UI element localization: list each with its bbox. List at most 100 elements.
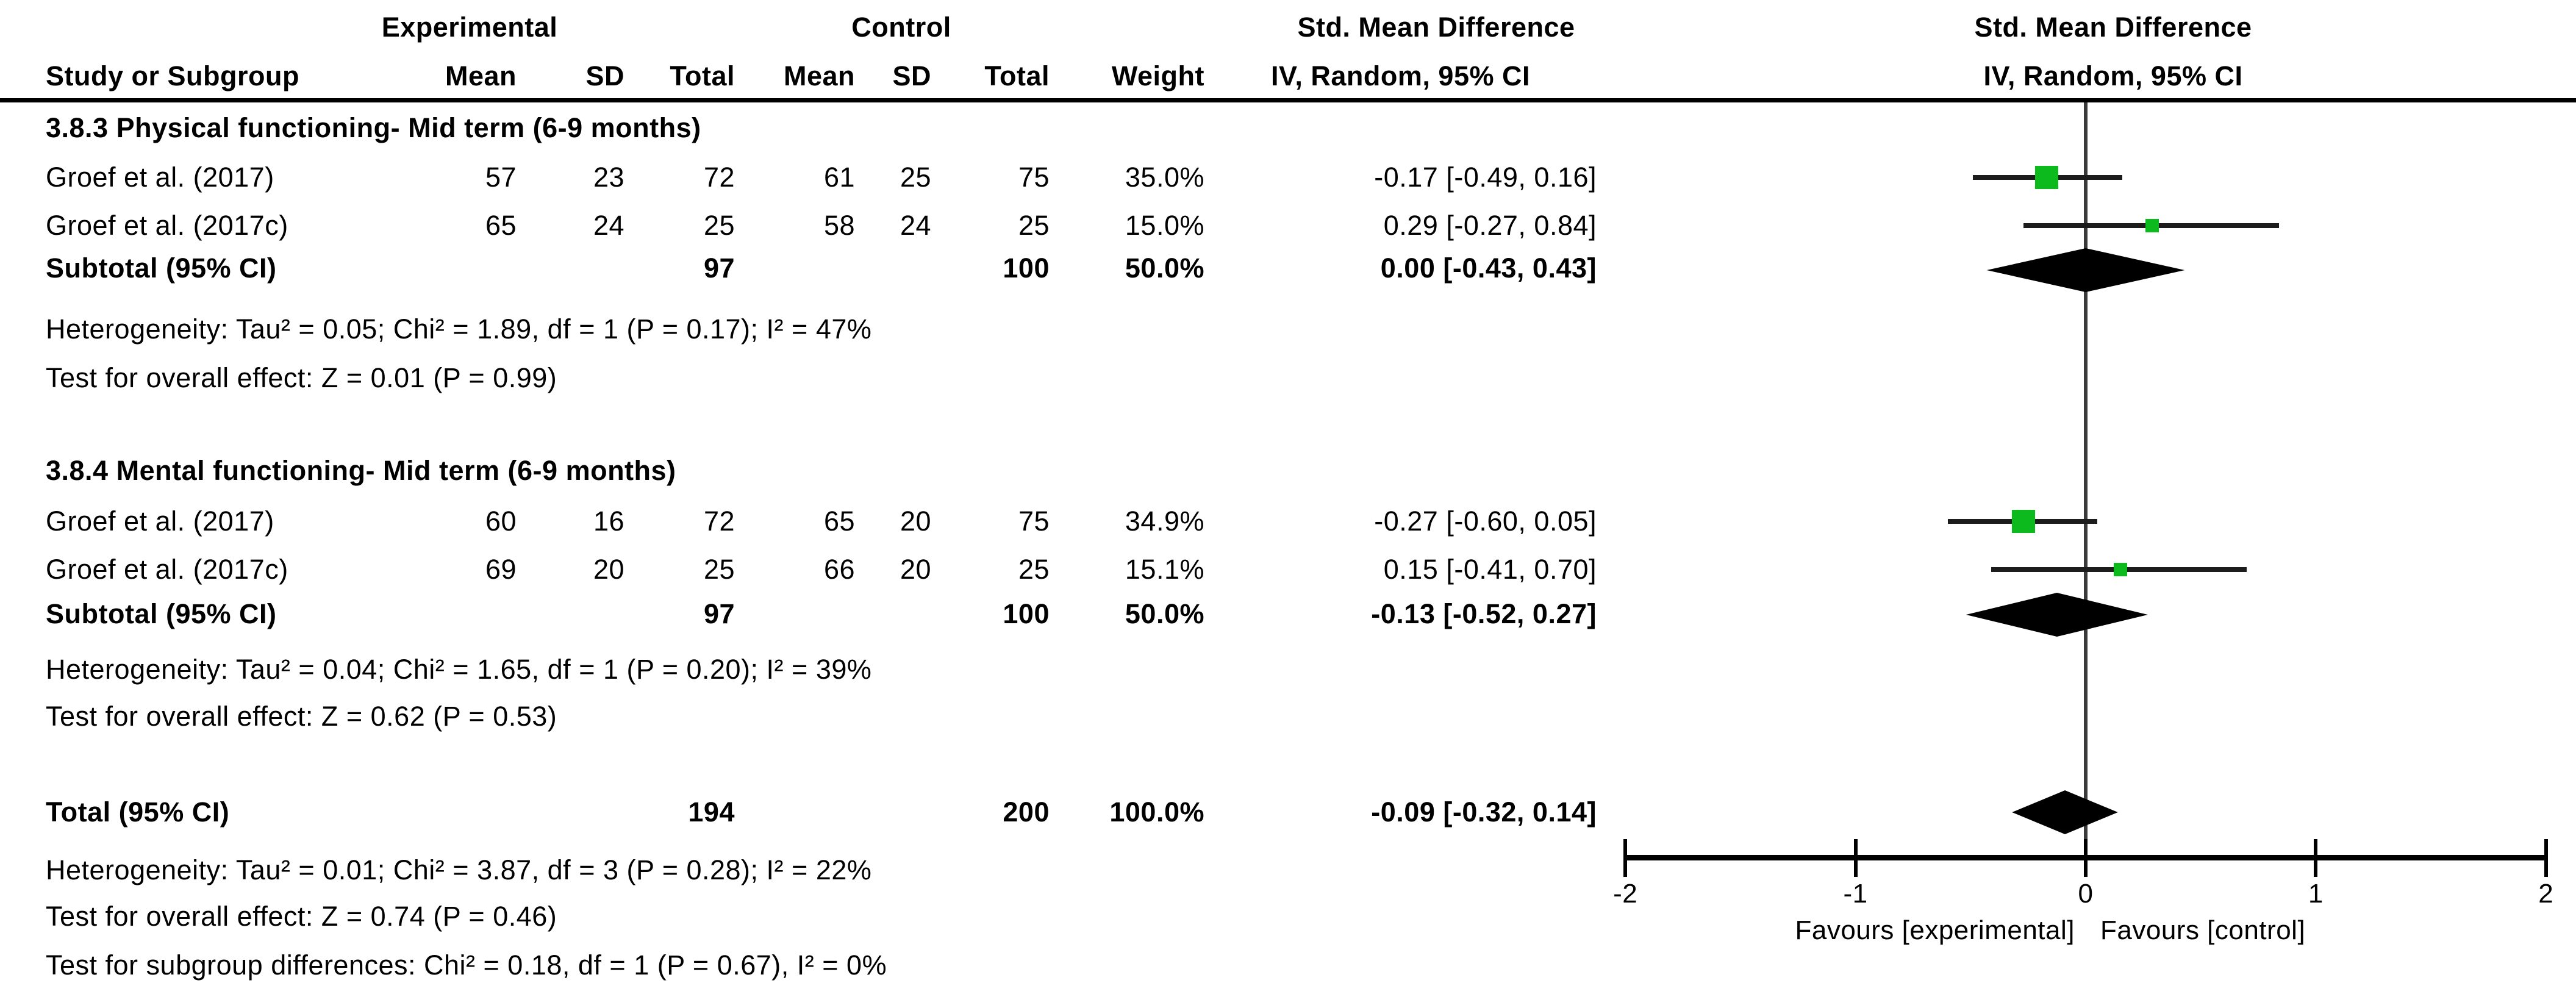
ctl-total: 75 <box>1018 162 1050 193</box>
heterogeneity-note: Heterogeneity: Tau² = 0.05; Chi² = 1.89,… <box>46 313 872 345</box>
study-name: Groef et al. (2017) <box>46 506 274 537</box>
ctl-total: 75 <box>1018 506 1050 537</box>
experimental-group-header: Experimental <box>381 12 558 43</box>
weight: 34.9% <box>1125 506 1204 537</box>
smd-ci: -0.13 [-0.52, 0.27] <box>1371 598 1597 629</box>
smd-ci: 0.29 [-0.27, 0.84] <box>1383 210 1597 241</box>
smd-ci: -0.17 [-0.49, 0.16] <box>1374 162 1597 193</box>
exp-total: 72 <box>703 162 735 193</box>
ctl-total: 100 <box>1003 252 1050 284</box>
ctl-sd: 20 <box>900 554 931 585</box>
overall-effect-note: Test for overall effect: Z = 0.74 (P = 0… <box>46 901 557 932</box>
study-name: Groef et al. (2017c) <box>46 554 288 585</box>
col-weight-header: Weight <box>1111 60 1204 91</box>
col-ctl-sd-header: SD <box>892 60 931 91</box>
ctl-sd: 25 <box>900 162 931 193</box>
subtotal-diamond <box>1966 593 2148 637</box>
exp-mean: 65 <box>485 210 517 241</box>
weight: 50.0% <box>1125 252 1204 284</box>
col-ctl-mean-header: Mean <box>783 60 855 91</box>
weight: 15.1% <box>1125 554 1204 585</box>
plot-zero-line <box>2084 102 2088 855</box>
total-diamond <box>2012 790 2118 834</box>
smd-ci: -0.27 [-0.60, 0.05] <box>1374 506 1597 537</box>
ctl-mean: 58 <box>823 210 855 241</box>
effect-square <box>2012 510 2035 533</box>
axis-tick-label: -2 <box>1613 879 1638 909</box>
weight: 100.0% <box>1109 796 1204 828</box>
axis-tick <box>1853 839 1858 877</box>
weight: 35.0% <box>1125 162 1204 193</box>
col-exp-sd-header: SD <box>585 60 624 91</box>
study-row: Groef et al. (2017c) 65 24 25 58 24 25 1… <box>46 209 1597 243</box>
axis-tick-label: 2 <box>2538 879 2554 909</box>
subtotal-label: Subtotal (95% CI) <box>46 252 277 284</box>
effect-column-header: Std. Mean Difference <box>1297 12 1575 43</box>
axis-tick <box>2544 839 2548 877</box>
exp-mean: 69 <box>485 554 517 585</box>
ctl-total: 100 <box>1003 598 1050 629</box>
study-row: Groef et al. (2017) 60 16 72 65 20 75 34… <box>46 504 1597 538</box>
smd-ci: -0.09 [-0.32, 0.14] <box>1371 796 1597 828</box>
exp-total: 97 <box>703 252 735 284</box>
axis-tick <box>1623 839 1628 877</box>
control-group-header: Control <box>851 12 951 43</box>
subtotal-diamond <box>1986 248 2185 292</box>
exp-total: 72 <box>703 506 735 537</box>
heterogeneity-note: Heterogeneity: Tau² = 0.01; Chi² = 3.87,… <box>46 854 872 885</box>
smd-ci: 0.15 [-0.41, 0.70] <box>1383 554 1597 585</box>
section-heading: 3.8.4 Mental functioning- Mid term (6-9 … <box>46 455 676 486</box>
plot-column-header: Std. Mean Difference <box>1974 12 2252 43</box>
study-name: Groef et al. (2017c) <box>46 210 288 241</box>
col-effect-subheader: IV, Random, 95% CI <box>1271 60 1530 91</box>
subtotal-label: Subtotal (95% CI) <box>46 598 277 629</box>
exp-sd: 20 <box>593 554 624 585</box>
effect-square <box>2114 563 2127 576</box>
exp-total: 25 <box>703 210 735 241</box>
study-name: Groef et al. (2017) <box>46 162 274 193</box>
weight: 15.0% <box>1125 210 1204 241</box>
effect-square <box>2035 166 2058 189</box>
ctl-mean: 65 <box>823 506 855 537</box>
ctl-mean: 66 <box>823 554 855 585</box>
heterogeneity-note: Heterogeneity: Tau² = 0.04; Chi² = 1.65,… <box>46 654 872 685</box>
exp-total: 194 <box>688 796 735 828</box>
header-rule <box>0 98 2576 102</box>
ctl-total: 200 <box>1003 796 1050 828</box>
col-study-header: Study or Subgroup <box>46 60 299 91</box>
weight: 50.0% <box>1125 598 1204 629</box>
exp-total: 97 <box>703 598 735 629</box>
favours-experimental-label: Favours [experimental] <box>1795 915 2075 945</box>
subtotal-row: Subtotal (95% CI) 97 100 50.0% 0.00 [-0.… <box>46 251 1597 285</box>
exp-sd: 16 <box>593 506 624 537</box>
total-row: Total (95% CI) 194 200 100.0% -0.09 [-0.… <box>46 795 1597 829</box>
axis-tick-label: -1 <box>1843 879 1868 909</box>
axis-tick <box>2314 839 2318 877</box>
ctl-sd: 20 <box>900 506 931 537</box>
table-header-row: Study or Subgroup Mean SD Total Mean SD … <box>46 59 1597 93</box>
col-exp-total-header: Total <box>670 60 735 91</box>
ctl-total: 25 <box>1018 210 1050 241</box>
axis-tick <box>2084 839 2088 877</box>
total-label: Total (95% CI) <box>46 796 230 828</box>
axis-tick-label: 1 <box>2308 879 2324 909</box>
effect-square <box>2145 219 2159 232</box>
ctl-mean: 61 <box>823 162 855 193</box>
overall-effect-note: Test for overall effect: Z = 0.01 (P = 0… <box>46 362 557 393</box>
ctl-total: 25 <box>1018 554 1050 585</box>
study-row: Groef et al. (2017) 57 23 72 61 25 75 35… <box>46 160 1597 195</box>
col-exp-mean-header: Mean <box>445 60 517 91</box>
subgroup-difference-note: Test for subgroup differences: Chi² = 0.… <box>46 949 887 981</box>
plot-subheader: IV, Random, 95% CI <box>1983 60 2243 91</box>
exp-total: 25 <box>703 554 735 585</box>
col-ctl-total-header: Total <box>984 60 1050 91</box>
smd-ci: 0.00 [-0.43, 0.43] <box>1380 252 1597 284</box>
study-row: Groef et al. (2017c) 69 20 25 66 20 25 1… <box>46 552 1597 587</box>
exp-sd: 23 <box>593 162 624 193</box>
section-heading: 3.8.3 Physical functioning- Mid term (6-… <box>46 112 701 143</box>
exp-sd: 24 <box>593 210 624 241</box>
subtotal-row: Subtotal (95% CI) 97 100 50.0% -0.13 [-0… <box>46 597 1597 631</box>
exp-mean: 60 <box>485 506 517 537</box>
